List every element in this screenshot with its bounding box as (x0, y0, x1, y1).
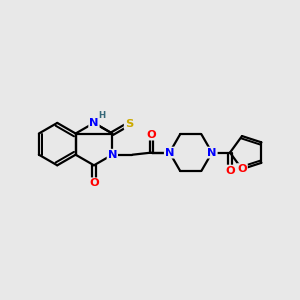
Text: O: O (237, 164, 247, 174)
Text: S: S (125, 119, 133, 129)
Text: H: H (98, 111, 106, 120)
Text: N: N (89, 118, 99, 128)
Text: O: O (147, 130, 156, 140)
Text: N: N (108, 150, 117, 160)
Text: N: N (165, 148, 174, 158)
Text: N: N (207, 148, 217, 158)
Text: O: O (89, 178, 99, 188)
Text: O: O (225, 166, 235, 176)
